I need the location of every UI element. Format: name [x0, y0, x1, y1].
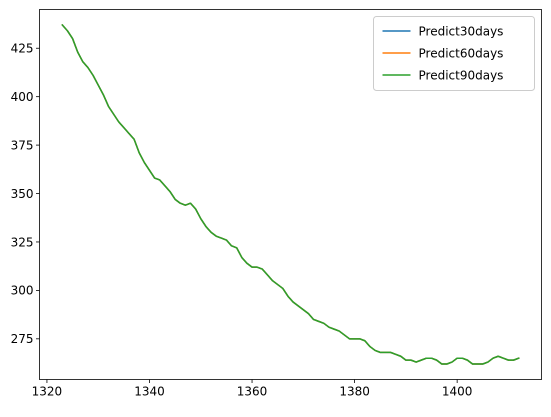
y-tick-label: 275	[11, 332, 34, 346]
y-tick-label: 325	[11, 235, 34, 249]
series-line-predict90days	[61, 23, 520, 365]
y-tick-label: 350	[11, 187, 34, 201]
axes-frame	[39, 9, 542, 380]
legend-label-predict60days: Predict60days	[419, 47, 504, 61]
y-tick-label: 300	[11, 284, 34, 298]
plot-area	[61, 23, 520, 365]
y-tick-label: 400	[11, 90, 34, 104]
legend-box	[373, 16, 535, 91]
legend-label-predict90days: Predict90days	[419, 69, 504, 83]
x-tick-label: 1360	[237, 385, 268, 399]
axes: 1320 1340 1360 1380 1400 275 300 325 350 375 400 42…	[11, 9, 542, 399]
y-tick-label: 375	[11, 138, 34, 152]
x-tick-label: 1400	[442, 385, 473, 399]
x-tick-label: 1320	[32, 385, 63, 399]
y-tick-label: 425	[11, 42, 34, 56]
x-tick-label: 1340	[134, 385, 165, 399]
x-tick-label: 1380	[339, 385, 370, 399]
legend-label-predict30days: Predict30days	[419, 25, 504, 39]
legend: Predict30days Predict60days Predict90days	[373, 16, 535, 91]
